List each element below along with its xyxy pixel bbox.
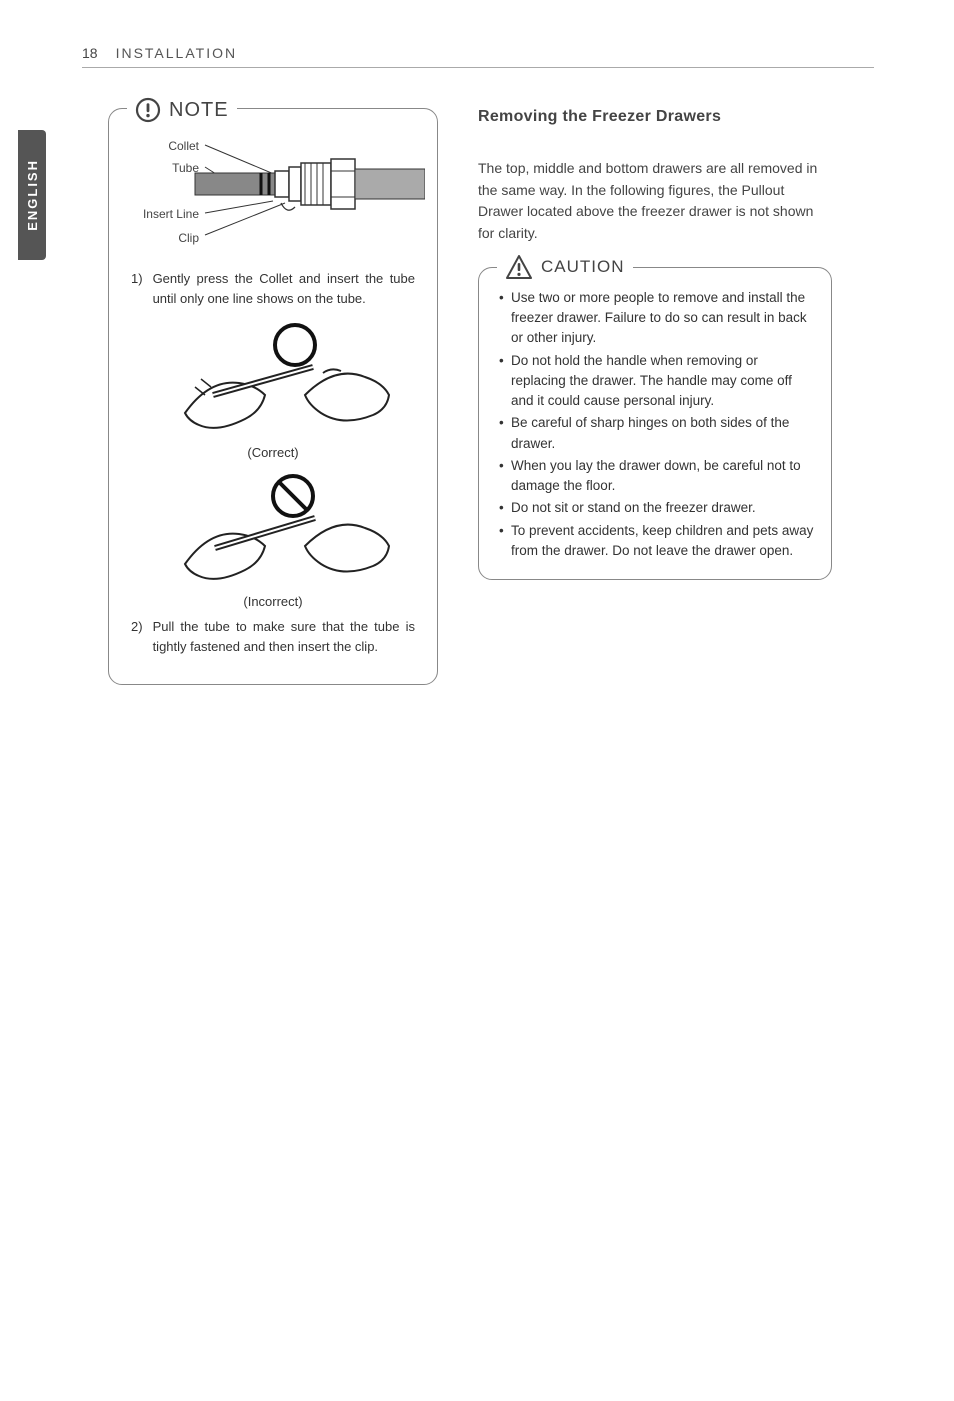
step-2-text: Pull the tube to make sure that the tube…	[153, 617, 415, 657]
note-title: NOTE	[169, 99, 229, 122]
caution-box: CAUTION Use two or more people to remove…	[478, 267, 832, 580]
caption-correct: (Correct)	[125, 445, 421, 460]
hand-correct-diagram	[125, 315, 421, 443]
tube-svg	[125, 131, 425, 261]
page-header: 18 INSTALLATION	[82, 45, 874, 68]
caution-item: When you lay the drawer down, be careful…	[499, 456, 815, 497]
language-tab-label: ENGLISH	[25, 159, 40, 231]
caution-item: Use two or more people to remove and ins…	[499, 288, 815, 349]
language-tab: ENGLISH	[18, 130, 46, 260]
caution-item: To prevent accidents, keep children and …	[499, 521, 815, 562]
info-icon	[135, 97, 161, 123]
note-box: NOTE Collet Tube Insert Line Clip	[108, 108, 438, 685]
note-title-wrap: NOTE	[127, 97, 237, 123]
caution-list: Use two or more people to remove and ins…	[495, 288, 815, 561]
step-2-num: 2)	[131, 617, 143, 657]
caution-title-wrap: CAUTION	[497, 254, 633, 280]
caption-incorrect: (Incorrect)	[125, 594, 421, 609]
caution-title: CAUTION	[541, 257, 625, 277]
step-1-text: Gently press the Collet and insert the t…	[153, 269, 415, 309]
section-heading: Removing the Freezer Drawers	[478, 108, 832, 126]
warning-icon	[505, 254, 533, 280]
tube-diagram: Collet Tube Insert Line Clip	[125, 131, 421, 261]
step-1: 1) Gently press the Collet and insert th…	[131, 269, 415, 309]
hand-incorrect-svg	[125, 464, 425, 592]
page-section: INSTALLATION	[116, 45, 238, 61]
page-number: 18	[82, 45, 98, 61]
step-2: 2) Pull the tube to make sure that the t…	[131, 617, 415, 657]
right-column: Removing the Freezer Drawers The top, mi…	[478, 108, 832, 580]
intro-text: The top, middle and bottom drawers are a…	[478, 158, 832, 245]
step-1-num: 1)	[131, 269, 143, 309]
caution-item: Be careful of sharp hinges on both sides…	[499, 413, 815, 454]
caution-item: Do not sit or stand on the freezer drawe…	[499, 498, 815, 518]
caution-item: Do not hold the handle when removing or …	[499, 351, 815, 412]
hand-correct-svg	[125, 315, 425, 443]
hand-incorrect-diagram	[125, 464, 421, 592]
